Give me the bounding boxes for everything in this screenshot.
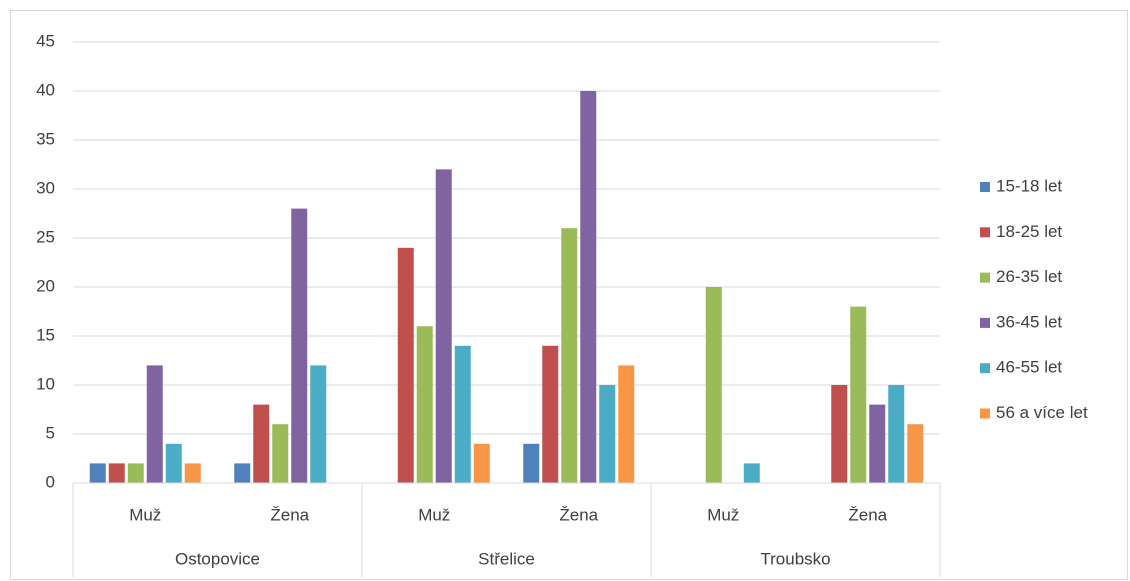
- bar: [435, 169, 452, 483]
- bar: [599, 385, 616, 483]
- bar: [291, 208, 308, 483]
- bar: [146, 365, 163, 483]
- legend-label: 56 a více let: [996, 403, 1088, 422]
- group-label: Ostopovice: [175, 549, 260, 568]
- bar: [743, 463, 760, 483]
- bar: [831, 385, 848, 483]
- bar: [272, 424, 289, 483]
- y-tick-label: 35: [36, 129, 55, 148]
- legend-label: 15-18 let: [996, 176, 1062, 195]
- legend-swatch: [980, 227, 990, 238]
- bar: [888, 385, 905, 483]
- y-tick-label: 30: [36, 178, 55, 197]
- bar: [869, 404, 886, 483]
- legend-swatch: [980, 408, 990, 419]
- bar: [89, 463, 106, 483]
- bar: [580, 91, 597, 483]
- bar: [850, 306, 867, 483]
- bar: [416, 326, 433, 483]
- legend-swatch: [980, 363, 990, 374]
- y-tick-label: 20: [36, 276, 55, 295]
- bar: [907, 424, 924, 483]
- bar: [473, 443, 490, 483]
- y-tick-label: 25: [36, 227, 55, 246]
- y-tick-label: 40: [36, 80, 55, 99]
- x-tick-label: Muž: [707, 505, 739, 524]
- legend-label: 26-35 let: [996, 267, 1062, 286]
- y-tick-label: 5: [46, 423, 55, 442]
- legend-swatch: [980, 182, 990, 192]
- legend-swatch: [980, 272, 990, 283]
- bar: [618, 365, 635, 483]
- bar: [523, 443, 540, 483]
- group-label: Střelice: [478, 549, 535, 568]
- legend-label: 36-45 let: [996, 312, 1062, 331]
- group-label: Troubsko: [760, 549, 830, 568]
- bar: [127, 463, 144, 483]
- y-tick-label: 15: [36, 325, 55, 344]
- y-tick-label: 10: [36, 374, 55, 393]
- bar: [253, 404, 270, 483]
- x-tick-label: Muž: [418, 505, 450, 524]
- bar: [397, 247, 414, 483]
- legend-label: 46-55 let: [996, 358, 1062, 377]
- bar: [454, 345, 471, 483]
- bar: [165, 443, 182, 483]
- x-tick-label: Žena: [848, 505, 887, 524]
- bar: [705, 287, 722, 483]
- bar: [108, 463, 125, 483]
- bar: [542, 345, 559, 483]
- x-tick-label: Žena: [559, 505, 598, 524]
- bar: [234, 463, 251, 483]
- bar: [184, 463, 201, 483]
- bar: [561, 228, 578, 483]
- bar: [310, 365, 327, 483]
- legend-swatch: [980, 317, 990, 328]
- y-tick-label: 45: [36, 31, 55, 50]
- legend-label: 18-25 let: [996, 222, 1062, 241]
- x-tick-label: Muž: [129, 505, 161, 524]
- x-tick-label: Žena: [270, 505, 309, 524]
- y-tick-label: 0: [46, 472, 55, 491]
